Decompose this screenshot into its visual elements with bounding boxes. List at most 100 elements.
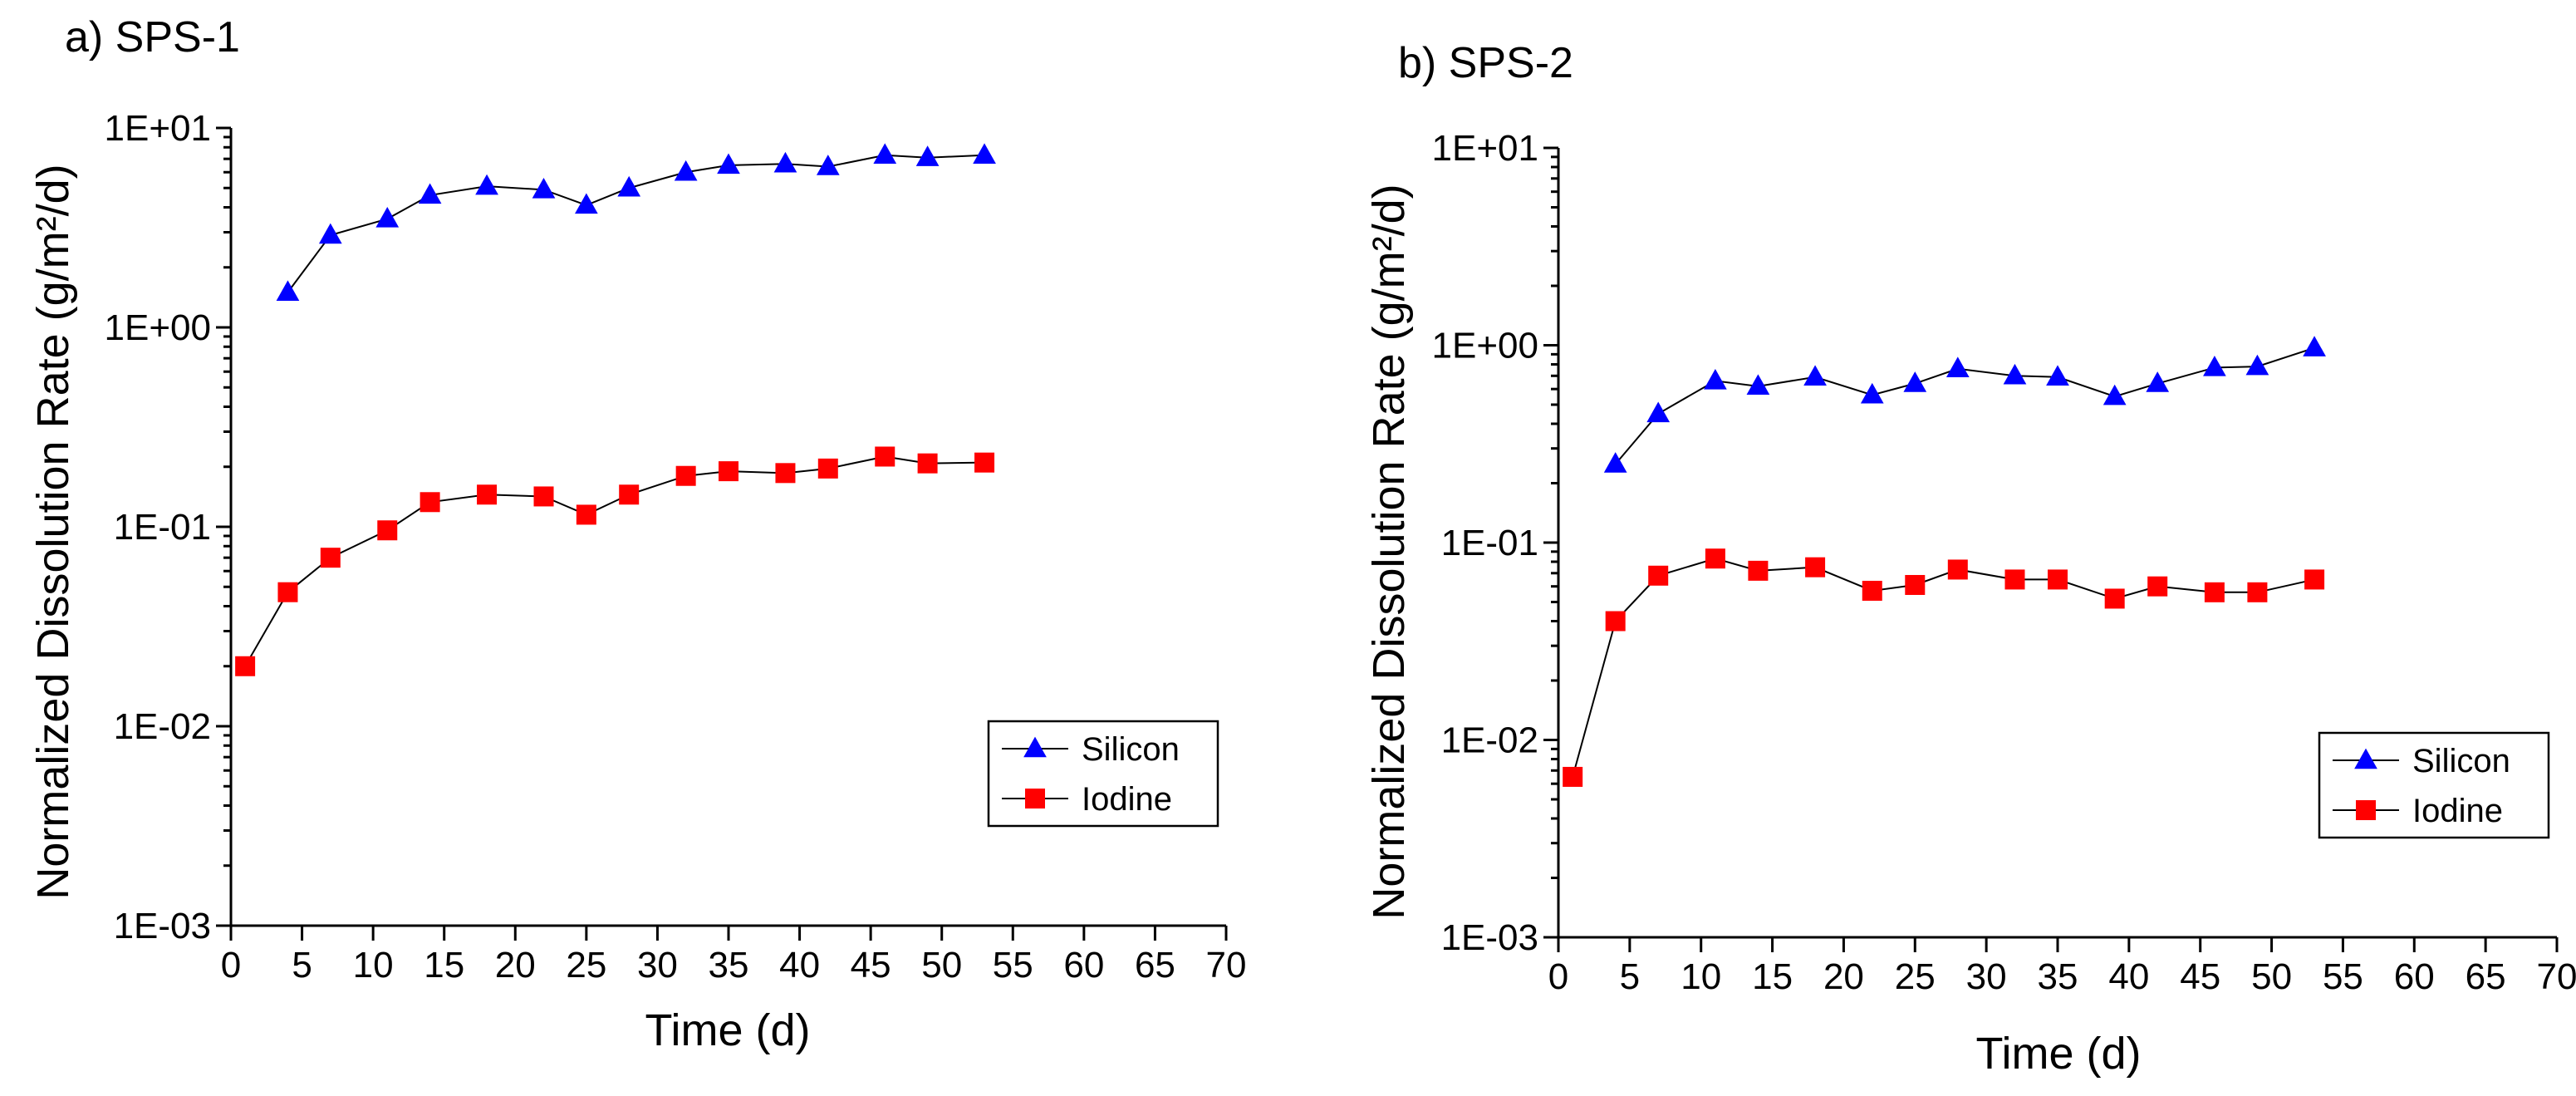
panel-a-iodine-point: [320, 548, 341, 568]
panel-b-x-tick-label: 10: [1681, 956, 1721, 997]
panel-b-iodine-point: [2304, 569, 2325, 590]
panel-b-iodine-point: [1563, 766, 1583, 787]
panel-b-x-tick-label: 5: [1620, 956, 1640, 997]
panel-b-x-tick-label: 45: [2180, 956, 2220, 997]
panel-a-silicon-point: [575, 193, 598, 214]
panel-a-silicon-point: [773, 151, 797, 173]
panel-b-plot: [1563, 336, 2326, 787]
panel-b-grid-ticks: 0 5 10 15 20 25 30 35 40 45 50 55 60 65 70 1E-03 1E-02 1E…: [1432, 128, 2576, 997]
panel-b-y-tick-label: 1E+01: [1432, 128, 1538, 169]
panel-b-iodine-point: [2104, 588, 2125, 609]
panel-b-iodine-point: [1805, 557, 1826, 577]
panel-sps-1: a) SPS-1 0 5 10 15 20 25 30 35 40 45 50 55 60 65 70 1E-…: [28, 13, 1246, 1055]
panel-a-legend: Silicon Iodine: [987, 720, 1219, 828]
panel-a-iodine-point: [775, 463, 796, 484]
panel-a-x-tick-label: 10: [353, 945, 394, 985]
panel-b-x-tick-label: 60: [2394, 956, 2435, 997]
panel-b-silicon-point: [1903, 371, 1927, 392]
panel-b-y-tick-label: 1E-02: [1441, 720, 1538, 761]
panel-a-iodine-point: [817, 458, 838, 479]
panel-b-x-tick-label: 50: [2251, 956, 2292, 997]
panel-b-legend-iodine-label: Iodine: [2412, 793, 2503, 829]
panel-b-x-axis-title: Time (d): [1976, 1029, 2142, 1079]
panel-b-iodine-point: [2048, 569, 2068, 590]
panel-b-silicon-point: [2003, 363, 2027, 385]
panel-b-iodine-line: [1572, 558, 2315, 778]
panel-b-iodine-point: [2247, 582, 2268, 602]
panel-b-legend-silicon-marker: [2354, 748, 2377, 769]
panel-b-iodine-point: [1748, 560, 1769, 581]
panel-b-x-tick-label: 40: [2108, 956, 2149, 997]
panel-a-silicon-point: [915, 145, 940, 166]
panel-b-x-tick-label: 65: [2466, 956, 2506, 997]
panel-a-iodine-point: [974, 452, 995, 473]
panel-a-y-tick-label: 1E-01: [114, 507, 211, 548]
panel-a-x-tick-label: 45: [851, 945, 891, 985]
panel-b-legend-silicon-label: Silicon: [2412, 743, 2510, 779]
panel-b-y-axis-title: Normalized Dissolution Rate (g/m²/d): [1364, 184, 1414, 919]
panel-b-iodine-point: [1648, 565, 1669, 586]
panel-b-silicon-point: [1803, 365, 1827, 386]
panel-a-iodine-point: [917, 453, 938, 474]
panel-b-silicon-point: [1704, 368, 1727, 390]
panel-a-legend-iodine-label: Iodine: [1082, 781, 1172, 818]
panel-a-y-tick-label: 1E+00: [105, 307, 211, 348]
panel-b-x-tick-label: 15: [1752, 956, 1793, 997]
panel-b-y-tick-label: 1E-01: [1441, 523, 1538, 563]
panel-b-silicon-point: [1860, 382, 1884, 404]
panel-b-silicon-point: [1945, 356, 1970, 378]
panel-a-iodine-line: [244, 455, 985, 667]
panel-b-x-tick-label: 70: [2537, 956, 2576, 997]
panel-a-legend-silicon-label: Silicon: [1082, 731, 1180, 768]
panel-a-x-tick-label: 0: [221, 945, 241, 985]
panel-a-x-tick-label: 35: [709, 945, 749, 985]
panel-b-silicon-point: [2103, 384, 2127, 405]
panel-b-x-tick-label: 20: [1823, 956, 1864, 997]
panel-a-silicon-point: [617, 175, 641, 197]
panel-a-iodine-point: [675, 465, 696, 486]
panel-a-y-tick-label: 1E-02: [114, 706, 211, 747]
panel-a-x-tick-label: 40: [779, 945, 820, 985]
panel-a-iodine-point: [619, 484, 640, 505]
panel-b-silicon-point: [2303, 336, 2326, 356]
panel-b-x-tick-label: 55: [2323, 956, 2363, 997]
panel-b-iodine-point: [2147, 576, 2168, 597]
panel-a-x-tick-label: 60: [1063, 945, 1104, 985]
panel-a-y-axis-title: Normalized Dissolution Rate (g/m²/d): [28, 164, 78, 899]
panel-b-iodine-point: [1905, 574, 1926, 595]
panel-b-silicon-point: [1746, 374, 1770, 396]
panel-a-grid-ticks: 0 5 10 15 20 25 30 35 40 45 50 55 60 65 70 1E-03 1E-02 1E…: [105, 108, 1247, 985]
panel-a-y-tick-label: 1E-03: [114, 906, 211, 946]
panel-a-x-tick-label: 50: [921, 945, 962, 985]
panel-b-silicon-point: [1646, 401, 1671, 423]
panel-b-iodine-point: [1705, 548, 1725, 569]
panel-a-y-tick-label: 1E+01: [105, 108, 211, 149]
panel-b-iodine-point: [1605, 611, 1626, 632]
panel-a-plot: [235, 143, 996, 676]
panel-a-iodine-point: [377, 520, 398, 541]
panel-a-x-tick-label: 55: [993, 945, 1033, 985]
panel-a-legend-silicon-marker: [1023, 736, 1047, 758]
panel-b-silicon-point: [2245, 354, 2269, 376]
panel-a-silicon-point: [816, 155, 840, 175]
panel-a-silicon-point: [475, 174, 498, 195]
panel-b-iodine-point: [1947, 559, 1968, 580]
panel-a-silicon-point: [717, 153, 740, 174]
panel-a-iodine-point: [235, 656, 256, 676]
panel-a-x-tick-label: 20: [495, 945, 536, 985]
panel-a-iodine-point: [533, 486, 554, 507]
panel-b-iodine-point: [1862, 580, 1882, 601]
panel-b-legend-iodine-marker: [2356, 800, 2376, 820]
panel-a-x-tick-label: 65: [1135, 945, 1175, 985]
panel-a-iodine-point: [477, 484, 498, 505]
panel-a-silicon-point: [532, 177, 556, 199]
panel-a-silicon-point: [973, 143, 996, 165]
panel-a-iodine-point: [277, 582, 298, 602]
panel-b-silicon-point: [2203, 356, 2226, 376]
panel-a-iodine-point: [576, 504, 596, 525]
panel-a-iodine-point: [875, 446, 895, 467]
panel-b-legend: Silicon Iodine: [2318, 731, 2550, 839]
panel-a-x-tick-label: 30: [637, 945, 678, 985]
panel-b-y-tick-label: 1E+00: [1432, 326, 1538, 366]
